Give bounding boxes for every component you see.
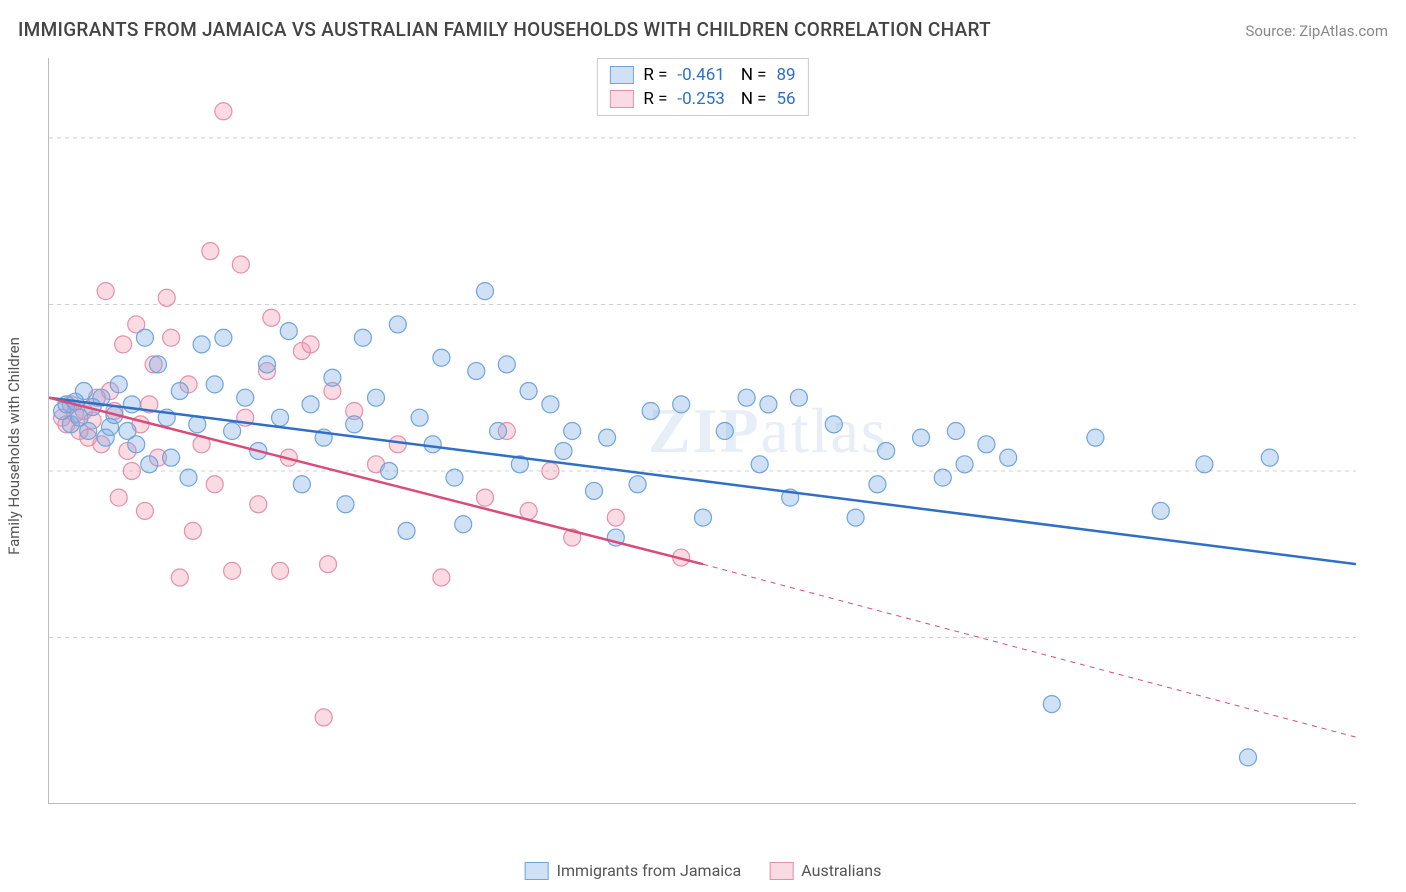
legend-label-australians: Australians [801,861,881,880]
series-legend: Immigrants from Jamaica Australians [525,861,882,880]
legend-item-jamaica: Immigrants from Jamaica [525,861,742,880]
source-attribution: Source: ZipAtlas.com [1245,22,1388,40]
swatch-australians [609,90,633,108]
legend-n-label: N = [741,89,767,109]
chart-svg [49,58,1356,803]
legend-r-value-australians: -0.253 [677,89,724,109]
legend-n-value-jamaica: 89 [777,65,796,85]
legend-n-label: N = [741,65,767,85]
legend-row-jamaica: R = -0.461 N = 89 [609,63,795,87]
correlation-legend: R = -0.461 N = 89 R = -0.253 N = 56 [596,58,808,116]
legend-item-australians: Australians [769,861,881,880]
legend-n-value-australians: 56 [777,89,796,109]
chart-title: IMMIGRANTS FROM JAMAICA VS AUSTRALIAN FA… [18,18,991,41]
legend-label-jamaica: Immigrants from Jamaica [557,861,742,880]
plot-area: ZIPatlas R = -0.461 N = 89 R = -0.253 N … [48,58,1356,804]
swatch-jamaica-bottom [525,862,549,880]
legend-r-label: R = [643,89,667,109]
legend-r-value-jamaica: -0.461 [677,65,724,85]
legend-row-australians: R = -0.253 N = 56 [609,87,795,111]
legend-r-label: R = [643,65,667,85]
swatch-australians-bottom [769,862,793,880]
swatch-jamaica [609,66,633,84]
y-axis-label: Family Households with Children [5,337,23,555]
